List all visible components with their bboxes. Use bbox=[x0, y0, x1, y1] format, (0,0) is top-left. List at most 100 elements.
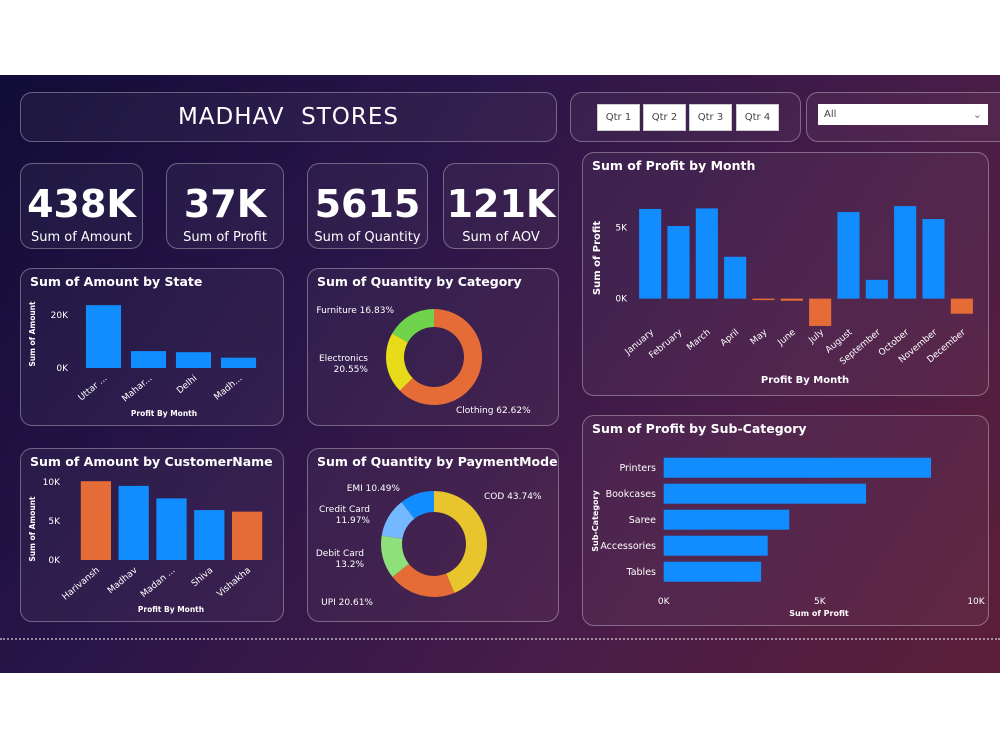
chevron-down-icon: ⌄ bbox=[972, 108, 982, 121]
chart-quantity-by-payment[interactable]: Sum of Quantity by PaymentMode COD 43.74… bbox=[307, 448, 559, 622]
y-tick-label: 0K bbox=[48, 556, 61, 566]
x-tick-label: 0K bbox=[658, 597, 671, 607]
y-tick-label: 20K bbox=[51, 311, 69, 321]
x-tick-label: Delhi bbox=[175, 374, 199, 397]
filter-dropdown[interactable]: All ⌄ bbox=[818, 104, 988, 125]
chart-amount-by-customer[interactable]: Sum of Amount by CustomerName Harivansh M… bbox=[20, 448, 284, 622]
donut-slice bbox=[434, 491, 488, 593]
bar-chart-svg: Harivansh Madhav Madan ... Shiva Vishakha 0K 5… bbox=[28, 478, 263, 614]
bar bbox=[194, 510, 225, 560]
dashboard: MADHAV STORES Qtr 1 Qtr 2 Qtr 3 Qtr 4 Al… bbox=[0, 75, 1000, 673]
kpi-value: 37K bbox=[183, 182, 267, 226]
divider bbox=[0, 638, 1000, 640]
bar-chart-svg: Printers Bookcases Saree Accessories Tables 0… bbox=[591, 457, 986, 618]
chart-quantity-by-category[interactable]: Sum of Quantity by Category Clothing 62.… bbox=[307, 268, 559, 426]
x-tick-label: Madhav bbox=[106, 565, 140, 596]
y-tick-label: 0K bbox=[56, 364, 69, 374]
bar bbox=[639, 208, 662, 299]
qtr-2-button[interactable]: Qtr 2 bbox=[643, 104, 686, 131]
y-tick-label: Saree bbox=[629, 515, 656, 526]
chart-title: Sum of Quantity by Category bbox=[317, 274, 522, 289]
bar bbox=[118, 485, 149, 560]
kpi-sum-quantity: 5615 Sum of Quantity bbox=[307, 163, 428, 249]
y-tick-label: 0K bbox=[615, 295, 628, 305]
kpi-label: Sum of AOV bbox=[462, 230, 540, 245]
x-tick-label: Madan ... bbox=[139, 566, 177, 600]
bar bbox=[667, 226, 690, 299]
kpi-value: 5615 bbox=[314, 182, 421, 226]
y-axis-title: Sub-Category bbox=[591, 490, 600, 552]
qtr-3-button[interactable]: Qtr 3 bbox=[689, 104, 732, 131]
donut-slice bbox=[381, 502, 415, 539]
filter-slicer: All ⌄ bbox=[806, 92, 1000, 142]
x-tick-label: 5K bbox=[814, 597, 827, 607]
x-tick-label: Harivansh bbox=[61, 566, 102, 603]
donut-slice bbox=[401, 491, 434, 519]
bar bbox=[809, 298, 832, 326]
x-axis-title: Profit By Month bbox=[761, 375, 849, 386]
x-tick-label: July bbox=[807, 327, 827, 346]
y-axis-title: Sum of Profit bbox=[592, 221, 603, 295]
slice-label: Debit Card 13.2% bbox=[316, 549, 365, 570]
chart-title: Sum of Amount by CustomerName bbox=[30, 454, 273, 469]
x-tick-label: 10K bbox=[967, 597, 985, 607]
y-tick-label: Printers bbox=[619, 463, 656, 474]
y-tick-label: 10K bbox=[43, 478, 61, 488]
chart-title: Sum of Amount by State bbox=[30, 274, 203, 289]
bar bbox=[663, 535, 768, 556]
bar bbox=[231, 511, 263, 560]
title-banner: MADHAV STORES bbox=[20, 92, 557, 142]
qtr-1-button[interactable]: Qtr 1 bbox=[597, 104, 640, 131]
donut-slice bbox=[392, 309, 434, 343]
slice-label: EMI 10.49% bbox=[347, 484, 401, 494]
x-tick-label: April bbox=[719, 328, 741, 349]
bar bbox=[752, 298, 775, 301]
kpi-label: Sum of Profit bbox=[183, 230, 267, 245]
slice-label: UPI 20.61% bbox=[321, 598, 373, 608]
kpi-sum-aov: 121K Sum of AOV bbox=[443, 163, 559, 249]
x-tick-label: Mahar... bbox=[120, 374, 154, 405]
chart-title: Sum of Profit by Sub-Category bbox=[592, 421, 807, 436]
x-tick-label: March bbox=[685, 328, 712, 353]
x-tick-label: Vishakha bbox=[215, 566, 253, 600]
chart-profit-by-month[interactable]: Sum of Profit by Month January February Ma… bbox=[582, 152, 989, 396]
bar bbox=[950, 298, 973, 314]
bar bbox=[130, 351, 167, 368]
kpi-label: Sum of Amount bbox=[30, 230, 133, 245]
slice-label: Electronics 20.55% bbox=[319, 354, 368, 375]
y-tick-label: Tables bbox=[625, 567, 656, 578]
bar bbox=[695, 208, 718, 299]
chart-amount-by-state[interactable]: Sum of Amount by State Uttar ... Mahar...… bbox=[20, 268, 284, 426]
x-tick-label: June bbox=[776, 327, 799, 348]
x-tick-label: Uttar ... bbox=[77, 374, 110, 404]
kpi-label: Sum of Quantity bbox=[314, 230, 421, 245]
page-title: MADHAV STORES bbox=[177, 104, 400, 130]
chart-profit-by-subcategory[interactable]: Sum of Profit by Sub-Category Printers Bo… bbox=[582, 415, 989, 626]
bar bbox=[220, 357, 257, 368]
slice-label: Credit Card 11.97% bbox=[319, 505, 370, 526]
y-tick-label: Bookcases bbox=[606, 489, 656, 500]
kpi-sum-amount: 438K Sum of Amount bbox=[20, 163, 143, 249]
kpi-sum-profit: 37K Sum of Profit bbox=[166, 163, 284, 249]
y-tick-label: Accessories bbox=[600, 541, 656, 552]
y-tick-label: 5K bbox=[615, 223, 628, 233]
bar bbox=[663, 561, 762, 582]
x-tick-label: May bbox=[749, 327, 770, 347]
bar bbox=[865, 279, 888, 299]
dropdown-value: All bbox=[824, 109, 837, 120]
bar bbox=[663, 483, 867, 504]
slice-label: Clothing 62.62% bbox=[456, 406, 531, 416]
y-tick-label: 5K bbox=[48, 517, 61, 527]
x-axis-title: Profit By Month bbox=[131, 409, 197, 418]
y-axis-title: Sum of Amount bbox=[28, 496, 37, 562]
bar bbox=[663, 457, 932, 478]
bar bbox=[663, 509, 790, 530]
chart-title: Sum of Profit by Month bbox=[592, 158, 756, 173]
qtr-4-button[interactable]: Qtr 4 bbox=[736, 104, 779, 131]
donut-slice bbox=[399, 309, 482, 405]
donut-slice bbox=[381, 535, 409, 577]
slice-label: COD 43.74% bbox=[484, 492, 542, 502]
bar bbox=[80, 481, 112, 560]
bar bbox=[156, 498, 187, 560]
